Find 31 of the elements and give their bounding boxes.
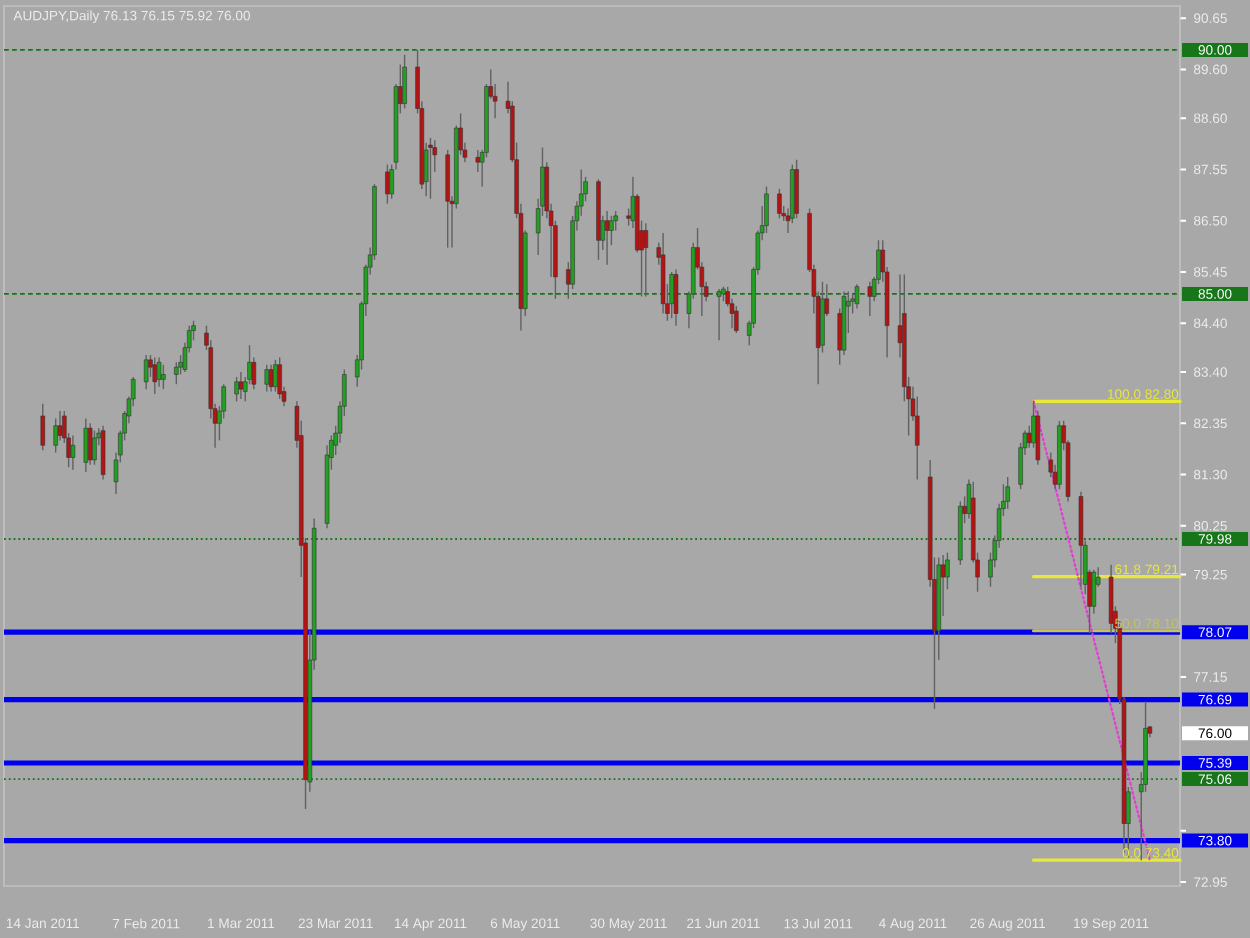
- candlestick: [268, 364, 274, 393]
- candlestick: [402, 54, 407, 110]
- candlestick: [777, 188, 782, 219]
- candlestick: [734, 305, 739, 334]
- candlestick: [428, 137, 433, 200]
- candlestick: [794, 159, 799, 219]
- candlestick: [277, 356, 282, 400]
- candlestick: [273, 359, 278, 393]
- candlestick: [40, 403, 46, 451]
- candlestick: [264, 364, 270, 393]
- candlestick: [604, 210, 610, 266]
- candlestick: [445, 149, 450, 249]
- candlestick: [385, 163, 390, 205]
- candlestick: [161, 364, 166, 390]
- candlestick: [643, 222, 649, 298]
- candlestick: [87, 422, 93, 466]
- candlestick: [70, 434, 76, 471]
- candlestick: [53, 417, 58, 454]
- candlestick: [234, 376, 239, 403]
- candlestick: [915, 395, 920, 481]
- candlestick: [238, 371, 244, 400]
- candlestick: [1005, 476, 1010, 510]
- candlestick: [867, 281, 873, 317]
- candlestick: [156, 356, 162, 388]
- candlestick: [143, 354, 149, 390]
- candlestick: [152, 356, 158, 395]
- candlestick: [673, 268, 679, 327]
- candlestick: [716, 288, 722, 342]
- candlestick: [854, 283, 860, 310]
- candlestick: [83, 417, 89, 473]
- candlestick: [764, 185, 769, 234]
